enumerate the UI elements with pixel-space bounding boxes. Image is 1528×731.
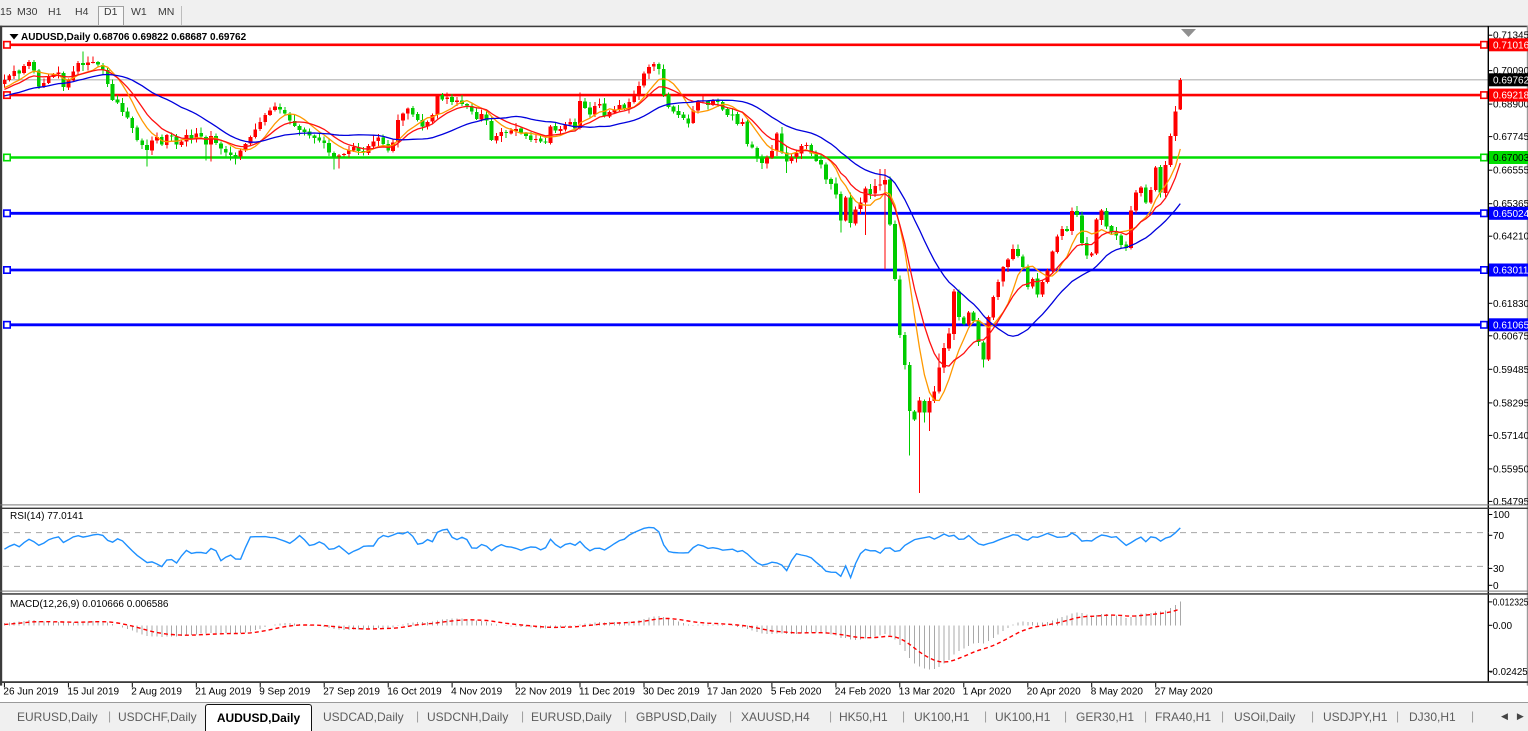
svg-text:5 Feb 2020: 5 Feb 2020 [771,687,822,698]
svg-text:21 Aug 2019: 21 Aug 2019 [195,687,252,698]
svg-text:22 Nov 2019: 22 Nov 2019 [515,687,572,698]
svg-text:11 Dec 2019: 11 Dec 2019 [579,687,635,698]
svg-text:0.59485: 0.59485 [1493,365,1528,376]
svg-text:27 Sep 2019: 27 Sep 2019 [323,687,380,698]
svg-text:100: 100 [1493,510,1510,521]
svg-text:0.69218: 0.69218 [1493,91,1528,102]
svg-text:0.71016: 0.71016 [1493,40,1528,51]
svg-text:0.68900: 0.68900 [1493,100,1528,111]
svg-text:0.61830: 0.61830 [1493,299,1528,310]
svg-text:0.67745: 0.67745 [1493,132,1528,143]
svg-text:4 Nov 2019: 4 Nov 2019 [451,687,503,698]
svg-text:0.55950: 0.55950 [1493,464,1528,475]
svg-text:0.65024: 0.65024 [1493,209,1528,220]
svg-text:27 May 2020: 27 May 2020 [1155,687,1213,698]
svg-text:0: 0 [1493,581,1499,592]
svg-text:0.70090: 0.70090 [1493,66,1528,77]
svg-text:RSI(14) 77.0141: RSI(14) 77.0141 [10,511,84,522]
svg-text:13 Mar 2020: 13 Mar 2020 [899,687,956,698]
svg-text:0.58295: 0.58295 [1493,398,1528,409]
svg-text:0.67003: 0.67003 [1493,153,1528,164]
svg-text:-0.02425: -0.02425 [1489,667,1528,678]
svg-text:24 Feb 2020: 24 Feb 2020 [835,687,892,698]
svg-text:0.57140: 0.57140 [1493,431,1528,442]
svg-text:0.64210: 0.64210 [1493,232,1528,243]
svg-text:9 Sep 2019: 9 Sep 2019 [259,687,311,698]
svg-text:0.60675: 0.60675 [1493,331,1528,342]
svg-text:0.61065: 0.61065 [1493,320,1528,331]
svg-text:30 Dec 2019: 30 Dec 2019 [643,687,700,698]
svg-text:0.71345: 0.71345 [1493,31,1528,42]
svg-text:0.63011: 0.63011 [1493,266,1528,277]
svg-text:0.66555: 0.66555 [1493,166,1528,177]
svg-text:AUDUSD,Daily 0.68706 0.69822: AUDUSD,Daily 0.68706 0.69822 0.68687 0.6… [21,32,247,43]
svg-text:MACD(12,26,9) 0.010666 0.00658: MACD(12,26,9) 0.010666 0.006586 [10,599,169,610]
svg-text:0.65365: 0.65365 [1493,199,1528,210]
svg-text:20 Apr 2020: 20 Apr 2020 [1027,687,1081,698]
svg-text:2 Aug 2019: 2 Aug 2019 [131,687,182,698]
svg-text:8 May 2020: 8 May 2020 [1091,687,1144,698]
svg-text:0.012325: 0.012325 [1493,597,1528,608]
svg-text:16 Oct 2019: 16 Oct 2019 [387,687,442,698]
svg-text:17 Jan 2020: 17 Jan 2020 [707,687,762,698]
svg-text:1 Apr 2020: 1 Apr 2020 [963,687,1012,698]
svg-text:0.69762: 0.69762 [1493,75,1528,86]
svg-text:0.54795: 0.54795 [1493,497,1528,508]
svg-text:0.00: 0.00 [1493,621,1513,632]
svg-text:15 Jul 2019: 15 Jul 2019 [67,687,119,698]
svg-text:26 Jun 2019: 26 Jun 2019 [3,687,58,698]
svg-text:70: 70 [1493,531,1505,542]
svg-text:30: 30 [1493,564,1505,575]
